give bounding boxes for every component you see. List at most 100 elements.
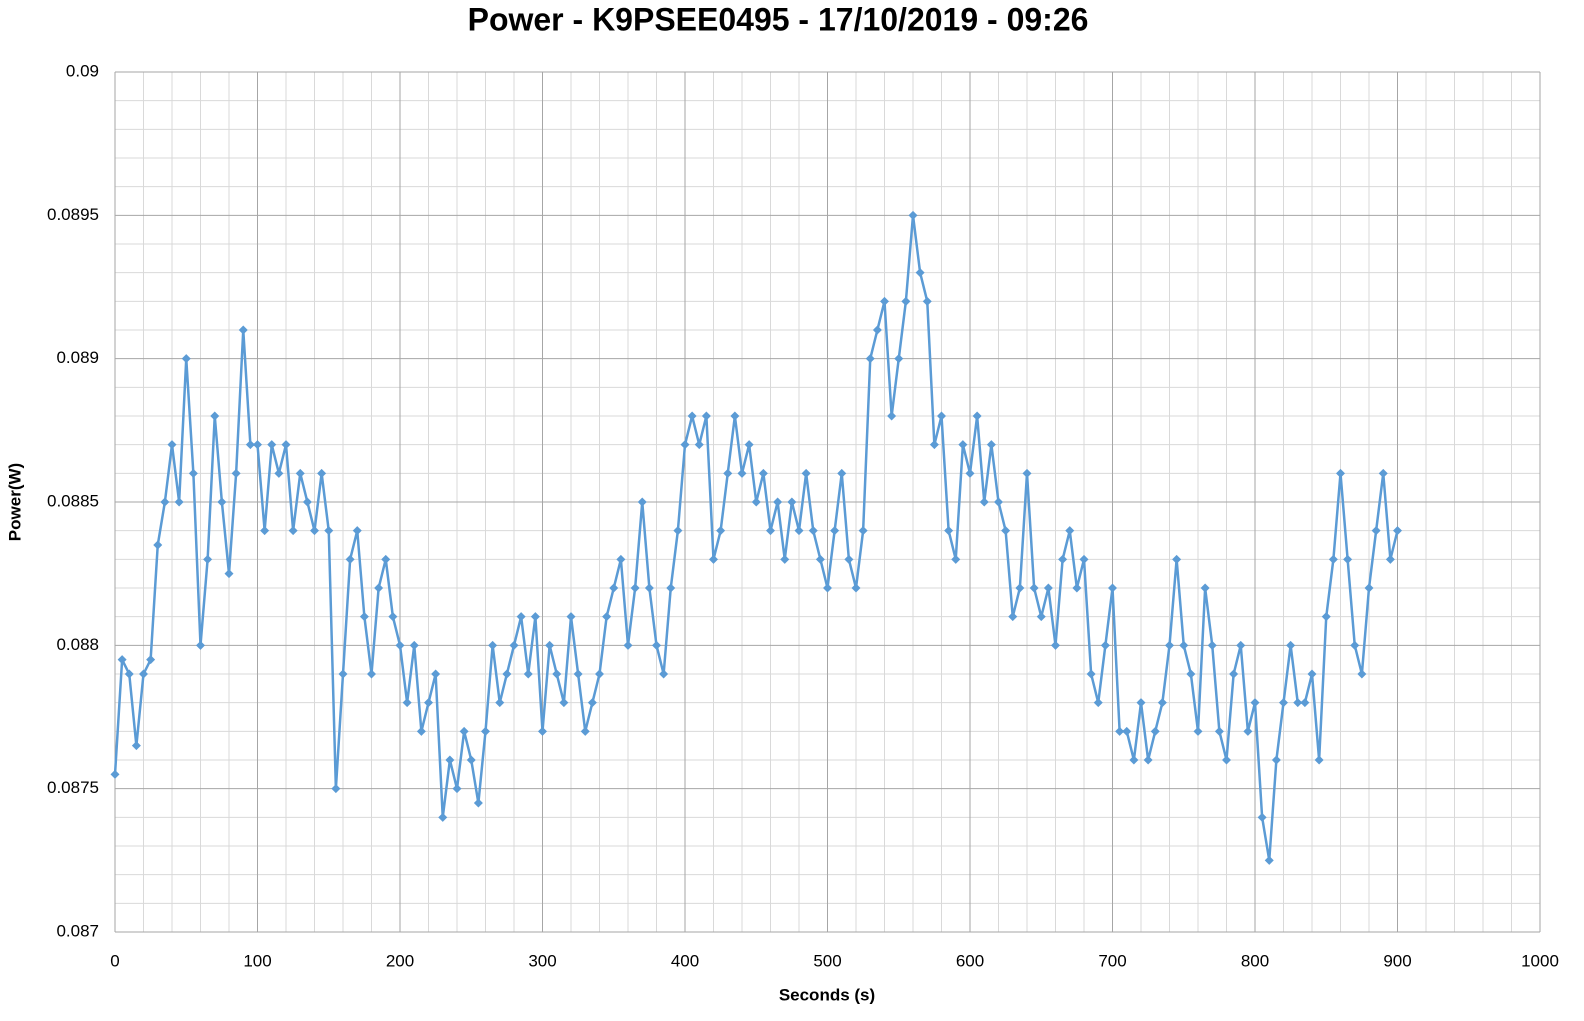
data-point [552,669,562,679]
data-point [787,497,797,507]
data-point [844,554,854,564]
data-point [929,440,939,450]
data-point [502,669,512,679]
data-point [416,726,426,736]
data-point [295,468,305,478]
data-point [595,669,604,679]
y-tick-label: 0.0885 [47,491,99,510]
data-point [181,354,191,364]
data-point [445,755,455,765]
data-point [723,468,733,478]
data-point [473,798,483,808]
data-point [673,526,683,536]
x-axis-title: Seconds (s) [779,985,875,1004]
data-point [1100,640,1110,650]
data-point [1307,669,1317,679]
x-tick-label: 0 [110,951,119,970]
data-point [780,554,790,564]
data-point [324,526,334,536]
data-point [1129,755,1139,765]
x-tick-label: 600 [956,951,984,970]
data-point [602,612,612,622]
data-point [1243,726,1253,736]
x-tick-label: 500 [813,951,841,970]
data-point [459,726,469,736]
data-point [652,640,661,650]
data-point [986,440,996,450]
data-point [815,554,825,564]
x-tick-label: 700 [1098,951,1126,970]
data-point [153,540,163,550]
x-tick-label: 200 [386,951,414,970]
data-point [495,698,505,708]
data-point [1051,640,1060,650]
data-point [139,669,148,679]
data-point [523,669,533,679]
data-point [694,440,704,450]
data-point [345,554,355,564]
data-point [1343,554,1353,564]
data-point [110,769,120,779]
y-tick-label: 0.087 [56,921,99,940]
data-point [858,526,868,536]
data-point [281,440,291,450]
data-point [730,411,740,421]
data-point [1193,726,1203,736]
data-point [915,268,925,278]
data-point [1200,583,1210,593]
data-point [1371,526,1381,536]
data-point [1293,698,1303,708]
data-point [801,468,811,478]
data-point [659,669,669,679]
data-point [395,640,405,650]
data-point [217,497,227,507]
data-point [1222,755,1231,765]
data-line [113,214,1399,862]
data-point [1093,698,1103,708]
data-point [1271,755,1281,765]
data-point [972,411,982,421]
data-point [872,325,882,335]
chart-title: Power - K9PSEE0495 - 17/10/2019 - 09:26 [468,1,1089,37]
data-point [545,640,555,650]
data-point [701,411,711,421]
data-point [908,210,918,220]
data-point [1186,669,1196,679]
data-point [1300,698,1310,708]
data-point [174,497,184,507]
data-point [117,655,127,665]
data-point [1108,583,1117,593]
data-point [338,669,348,679]
data-point [737,468,747,478]
data-point [623,640,633,650]
data-point [687,411,697,421]
data-point [937,411,946,421]
data-point [431,669,441,679]
data-point [509,640,519,650]
data-point [1086,669,1096,679]
data-point [210,411,220,421]
data-point [1257,812,1267,822]
data-point [188,468,198,478]
data-point [203,554,213,564]
data-point [538,726,547,736]
data-point [823,583,832,593]
data-point [438,812,448,822]
data-point [1150,726,1160,736]
data-point [1214,726,1224,736]
data-point [644,583,654,593]
data-point [958,440,968,450]
data-point [466,755,476,765]
data-point [1328,554,1338,564]
data-point [1157,698,1167,708]
data-point [1250,698,1260,708]
data-point [616,554,626,564]
data-point [1143,755,1153,765]
x-tick-label: 100 [243,951,271,970]
data-point [887,411,897,421]
data-point [1115,726,1125,736]
data-point [580,726,590,736]
data-point [1385,554,1395,564]
data-point [979,497,989,507]
